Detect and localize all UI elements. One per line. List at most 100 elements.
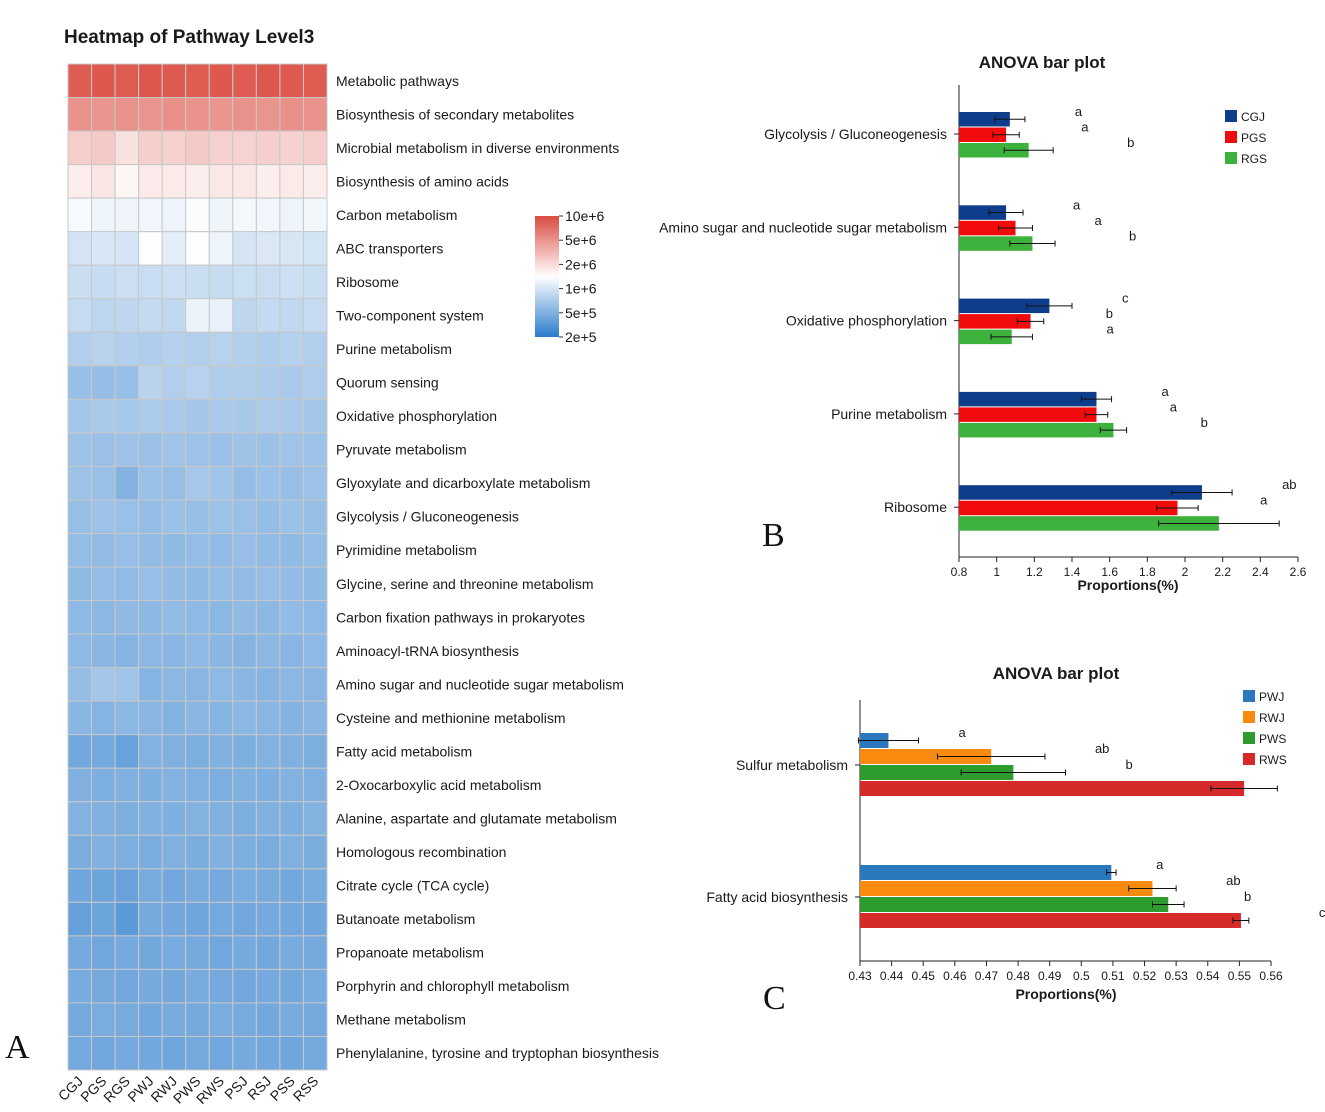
heatmap-cell-2-oxocarboxylic-acid-metabolism-rgs	[114, 767, 140, 803]
x-tick-label: 0.43	[848, 969, 872, 983]
heatmap-cell-abc-transporters-rss	[302, 231, 328, 266]
heatmap-cell-alanine-aspartate-and-glutamate-metabolism-cgj	[67, 801, 93, 836]
heatmap-cell-two-component-system-pws	[185, 298, 210, 333]
heatmap-cell-citrate-cycle-tca-cycle-rss	[302, 868, 328, 903]
heatmap-cell-porphyrin-and-chlorophyll-metabolism-pws	[185, 968, 210, 1004]
heatmap-cell-porphyrin-and-chlorophyll-metabolism-psj	[232, 968, 257, 1004]
heatmap-cell-amino-sugar-and-nucleotide-sugar-metabolism-pws	[185, 667, 210, 702]
heatmap-cell-phenylalanine-tyrosine-and-tryptophan-biosynthesis-psj	[232, 1035, 257, 1071]
bar-rws-sulfur-metabolism	[860, 781, 1245, 796]
heatmap-cell-glycolysis-gluconeogenesis-pwj	[138, 499, 163, 534]
x-tick-label: 0.56	[1259, 969, 1283, 983]
heatmap-cell-alanine-aspartate-and-glutamate-metabolism-pgs	[91, 801, 116, 836]
heatmap-cell-abc-transporters-pws	[185, 231, 210, 266]
heatmap-cell-pyruvate-metabolism-rss	[302, 432, 328, 467]
x-tick-label: 0.44	[880, 969, 904, 983]
heatmap-cell-biosynthesis-of-secondary-metabolites-rgs	[114, 97, 140, 132]
heatmap-cell-cysteine-and-methionine-metabolism-psj	[232, 700, 257, 736]
x-tick-label: 0.49	[1038, 969, 1062, 983]
heatmap-cell-microbial-metabolism-in-diverse-environments-pws	[185, 130, 210, 166]
heatmap-cell-methane-metabolism-rss	[302, 1002, 328, 1037]
heatmap-cell-phenylalanine-tyrosine-and-tryptophan-biosynthesis-rss	[302, 1035, 328, 1071]
heatmap-cell-homologous-recombination-pws	[185, 834, 210, 870]
anova-b-plot: 0.8 1 1.2 1.4 1.6 1.8 2 2.2 2.4 2.6 Glycolysis / G…	[659, 85, 1307, 579]
legend-swatch-pwj	[1243, 690, 1255, 702]
heatmap-cell-glycolysis-gluconeogenesis-pss	[279, 499, 304, 534]
heatmap-cell-ribosome-pss	[279, 264, 304, 300]
heatmap-cell-propanoate-metabolism-psj	[232, 935, 257, 970]
heatmap-row-label-carbon-metabolism: Carbon metabolism	[336, 207, 457, 223]
bar-pwj-fatty-acid-biosynthesis	[860, 865, 1112, 880]
heatmap-cell-citrate-cycle-tca-cycle-pss	[279, 868, 304, 903]
heatmap-cell-biosynthesis-of-secondary-metabolites-pwj	[138, 97, 163, 132]
heatmap-cell-carbon-fixation-pathways-in-prokaryotes-pwj	[138, 600, 163, 635]
heatmap-cell-aminoacyl-trna-biosynthesis-pwj	[138, 633, 163, 669]
legend-swatch-rwj	[1243, 711, 1255, 723]
heatmap-cell-amino-sugar-and-nucleotide-sugar-metabolism-rgs	[114, 667, 140, 702]
heatmap-cell-carbon-fixation-pathways-in-prokaryotes-pgs	[91, 600, 116, 635]
heatmap-row-label-oxidative-phosphorylation: Oxidative phosphorylation	[336, 408, 497, 424]
heatmap-cell-purine-metabolism-rss	[302, 331, 328, 367]
colorbar-tick-label: 10e+6	[565, 208, 605, 224]
x-tick-label: 0.47	[975, 969, 999, 983]
heatmap-cell-glycine-serine-and-threonine-metabolism-pss	[279, 566, 304, 602]
heatmap-cell-2-oxocarboxylic-acid-metabolism-rws	[208, 767, 234, 803]
heatmap-cell-methane-metabolism-pws	[185, 1002, 210, 1037]
heatmap-cell-porphyrin-and-chlorophyll-metabolism-cgj	[67, 968, 93, 1004]
heatmap-cell-glycine-serine-and-threonine-metabolism-rwj	[161, 566, 187, 602]
heatmap-cell-purine-metabolism-pgs	[91, 331, 116, 367]
heatmap-cell-aminoacyl-trna-biosynthesis-pws	[185, 633, 210, 669]
heatmap-cell-propanoate-metabolism-pws	[185, 935, 210, 970]
heatmap-cell-biosynthesis-of-amino-acids-pgs	[91, 164, 116, 199]
category-label-glycolysis-gluconeogenesis: Glycolysis / Gluconeogenesis	[764, 126, 947, 142]
heatmap-cell-biosynthesis-of-amino-acids-rwj	[161, 164, 187, 199]
heatmap-cell-homologous-recombination-rsj	[255, 834, 281, 870]
heatmap-cell-pyrimidine-metabolism-cgj	[67, 532, 93, 568]
heatmap-row-label-butanoate-metabolism: Butanoate metabolism	[336, 911, 475, 927]
heatmap-cell-metabolic-pathways-psj	[232, 63, 257, 99]
heatmap-cell-amino-sugar-and-nucleotide-sugar-metabolism-pwj	[138, 667, 163, 702]
heatmap-cell-alanine-aspartate-and-glutamate-metabolism-rws	[208, 801, 234, 836]
heatmap-cell-amino-sugar-and-nucleotide-sugar-metabolism-pgs	[91, 667, 116, 702]
heatmap-cell-glycine-serine-and-threonine-metabolism-pgs	[91, 566, 116, 602]
x-tick-label: 0.53	[1164, 969, 1188, 983]
heatmap-cell-aminoacyl-trna-biosynthesis-rgs	[114, 633, 140, 669]
legend-label-pws: PWS	[1259, 732, 1286, 746]
heatmap-cell-quorum-sensing-rgs	[114, 365, 140, 400]
heatmap-cell-alanine-aspartate-and-glutamate-metabolism-rsj	[255, 801, 281, 836]
heatmap-cell-pyruvate-metabolism-pws	[185, 432, 210, 467]
heatmap-row-label-abc-transporters: ABC transporters	[336, 240, 443, 256]
heatmap-row-label-amino-sugar-and-nucleotide-sugar-metabolism: Amino sugar and nucleotide sugar metabol…	[336, 676, 624, 692]
heatmap-cell-glycolysis-gluconeogenesis-cgj	[67, 499, 93, 534]
heatmap-cell-aminoacyl-trna-biosynthesis-pgs	[91, 633, 116, 669]
heatmap-row-label-citrate-cycle-tca-cycle: Citrate cycle (TCA cycle)	[336, 878, 489, 894]
heatmap-cell-pyruvate-metabolism-rwj	[161, 432, 187, 467]
legend-swatch-rws	[1243, 753, 1255, 765]
heatmap-cell-phenylalanine-tyrosine-and-tryptophan-biosynthesis-rgs	[114, 1035, 140, 1071]
heatmap-cell-metabolic-pathways-pwj	[138, 63, 163, 99]
heatmap-cell-methane-metabolism-cgj	[67, 1002, 93, 1037]
heatmap-cell-carbon-fixation-pathways-in-prokaryotes-rgs	[114, 600, 140, 635]
heatmap-cell-quorum-sensing-pwj	[138, 365, 163, 400]
heatmap-cell-cysteine-and-methionine-metabolism-rss	[302, 700, 328, 736]
heatmap-colorbar: 10e+6 5e+6 2e+6 1e+6 5e+5 2e+5	[535, 208, 605, 345]
heatmap-cell-carbon-metabolism-psj	[232, 197, 257, 233]
bar-rwj-sulfur-metabolism	[860, 749, 992, 764]
heatmap-cell-pyrimidine-metabolism-rwj	[161, 532, 187, 568]
heatmap-cell-2-oxocarboxylic-acid-metabolism-pss	[279, 767, 304, 803]
significance-label-cgj-amino-sugar-and-nucleotide-sugar-metabolism: a	[1073, 197, 1081, 212]
heatmap-cell-cysteine-and-methionine-metabolism-rwj	[161, 700, 187, 736]
heatmap-cell-biosynthesis-of-amino-acids-rsj	[255, 164, 281, 199]
heatmap-row-label-biosynthesis-of-amino-acids: Biosynthesis of amino acids	[336, 173, 509, 189]
heatmap-cell-abc-transporters-psj	[232, 231, 257, 266]
bar-rgs-purine-metabolism	[959, 422, 1114, 438]
heatmap-cell-methane-metabolism-pgs	[91, 1002, 116, 1037]
x-tick-label: 0.52	[1133, 969, 1157, 983]
heatmap-cell-two-component-system-pwj	[138, 298, 163, 333]
heatmap-cell-biosynthesis-of-secondary-metabolites-pws	[185, 97, 210, 132]
heatmap-cell-carbon-fixation-pathways-in-prokaryotes-pss	[279, 600, 304, 635]
significance-label-pgs-oxidative-phosphorylation: b	[1106, 306, 1113, 321]
heatmap-cell-quorum-sensing-pws	[185, 365, 210, 400]
x-tick-label: 0.48	[1006, 969, 1030, 983]
heatmap-row-label-propanoate-metabolism: Propanoate metabolism	[336, 945, 484, 961]
